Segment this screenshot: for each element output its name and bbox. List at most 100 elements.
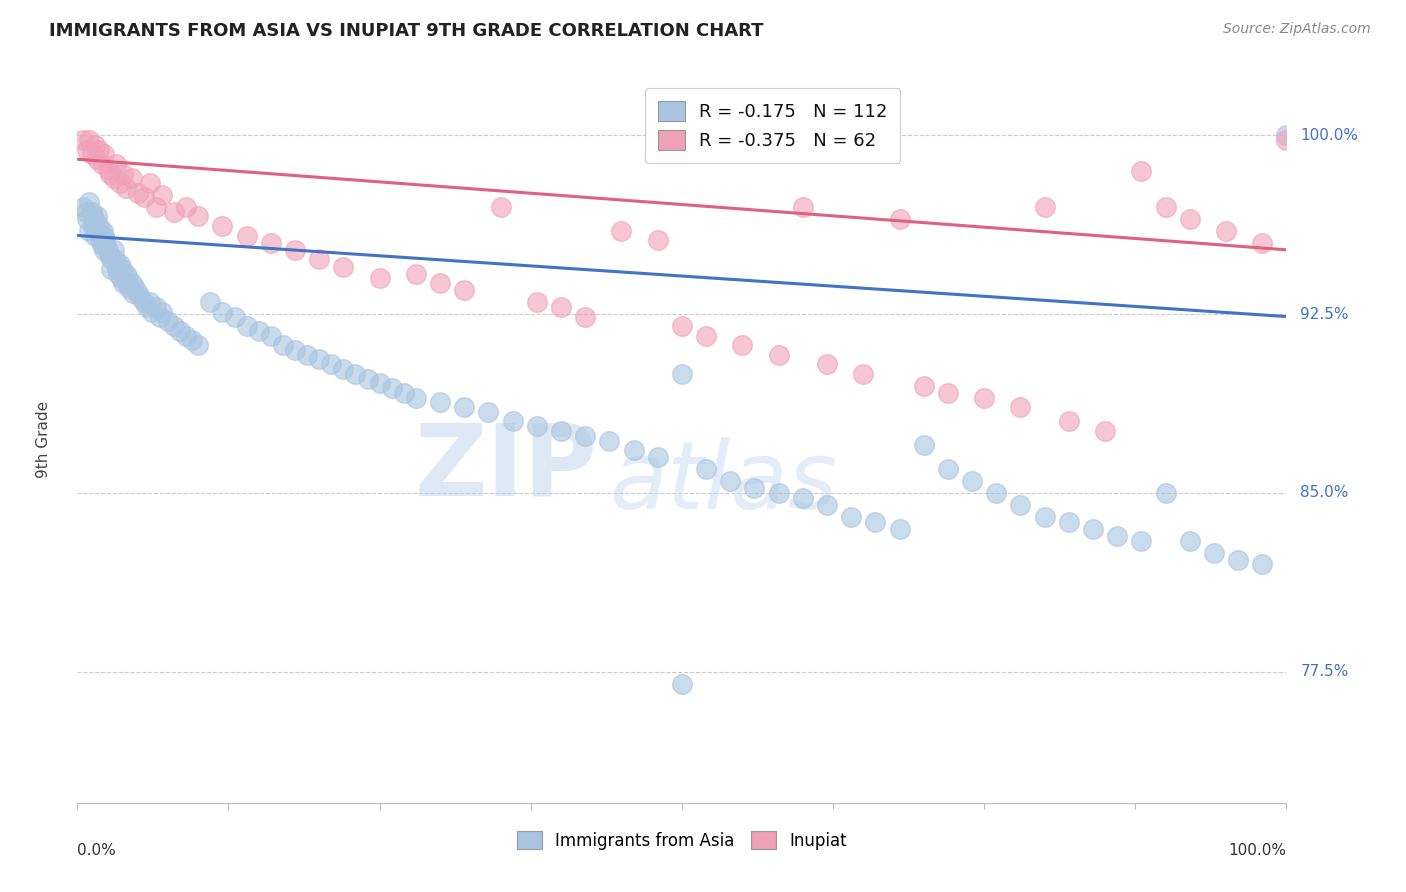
Point — [1033, 509, 1056, 524]
Point — [936, 385, 959, 400]
Point — [211, 219, 233, 233]
Point — [936, 462, 959, 476]
Point — [100, 261, 122, 276]
Point — [477, 405, 499, 419]
Point — [181, 334, 204, 348]
Point — [381, 381, 404, 395]
Point — [80, 147, 103, 161]
Point — [86, 210, 108, 224]
Point — [187, 210, 209, 224]
Point — [502, 414, 524, 428]
Point — [1275, 133, 1298, 147]
Point — [271, 338, 294, 352]
Point — [200, 295, 222, 310]
Point — [87, 219, 110, 233]
Point — [224, 310, 246, 324]
Point — [79, 195, 101, 210]
Point — [129, 291, 152, 305]
Point — [211, 305, 233, 319]
Point — [368, 271, 391, 285]
Point — [284, 243, 307, 257]
Point — [453, 400, 475, 414]
Point — [308, 352, 330, 367]
Point — [79, 224, 101, 238]
Point — [768, 348, 790, 362]
Text: ZIP: ZIP — [415, 420, 598, 516]
Point — [1154, 486, 1177, 500]
Point — [122, 285, 145, 300]
Point — [145, 200, 167, 214]
Point — [187, 338, 209, 352]
Point — [695, 462, 717, 476]
Point — [76, 211, 98, 226]
Point — [121, 171, 143, 186]
Point — [839, 509, 862, 524]
Point — [344, 367, 367, 381]
Point — [260, 235, 283, 250]
Text: 92.5%: 92.5% — [1301, 307, 1348, 322]
Point — [768, 486, 790, 500]
Point — [97, 247, 120, 261]
Point — [163, 204, 186, 219]
Point — [93, 228, 115, 243]
Point — [76, 143, 98, 157]
Point — [114, 267, 136, 281]
Point — [84, 214, 107, 228]
Point — [86, 153, 108, 167]
Point — [174, 200, 197, 214]
Point — [80, 204, 103, 219]
Point — [1081, 522, 1104, 536]
Point — [111, 261, 134, 276]
Point — [1215, 224, 1237, 238]
Point — [731, 338, 754, 352]
Point — [82, 210, 104, 224]
Point — [1251, 235, 1274, 250]
Point — [112, 167, 135, 181]
Point — [647, 450, 669, 465]
Point — [117, 271, 139, 285]
Point — [889, 211, 911, 226]
Point — [295, 348, 318, 362]
Point — [87, 224, 110, 238]
Point — [82, 219, 104, 233]
Point — [405, 267, 427, 281]
Point — [104, 252, 127, 267]
Point — [157, 314, 180, 328]
Point — [1251, 558, 1274, 572]
Point — [1275, 128, 1298, 143]
Point — [912, 378, 935, 392]
Point — [889, 522, 911, 536]
Point — [139, 176, 162, 190]
Point — [284, 343, 307, 357]
Point — [141, 305, 163, 319]
Point — [163, 319, 186, 334]
Point — [405, 391, 427, 405]
Point — [356, 371, 378, 385]
Point — [1057, 414, 1080, 428]
Text: 0.0%: 0.0% — [77, 843, 117, 858]
Point — [110, 271, 132, 285]
Point — [127, 285, 149, 300]
Point — [429, 276, 451, 290]
Point — [100, 252, 122, 267]
Point — [671, 367, 693, 381]
Point — [671, 676, 693, 690]
Point — [96, 243, 118, 257]
Point — [108, 176, 131, 190]
Point — [132, 190, 155, 204]
Point — [815, 357, 838, 371]
Point — [79, 133, 101, 147]
Text: 77.5%: 77.5% — [1301, 665, 1348, 679]
Point — [174, 328, 197, 343]
Point — [852, 367, 875, 381]
Point — [260, 328, 283, 343]
Point — [103, 243, 125, 257]
Text: IMMIGRANTS FROM ASIA VS INUPIAT 9TH GRADE CORRELATION CHART: IMMIGRANTS FROM ASIA VS INUPIAT 9TH GRAD… — [49, 22, 763, 40]
Point — [574, 428, 596, 442]
Point — [89, 233, 111, 247]
Point — [368, 376, 391, 391]
Point — [105, 257, 128, 271]
Point — [1130, 164, 1153, 178]
Point — [912, 438, 935, 452]
Point — [84, 228, 107, 243]
